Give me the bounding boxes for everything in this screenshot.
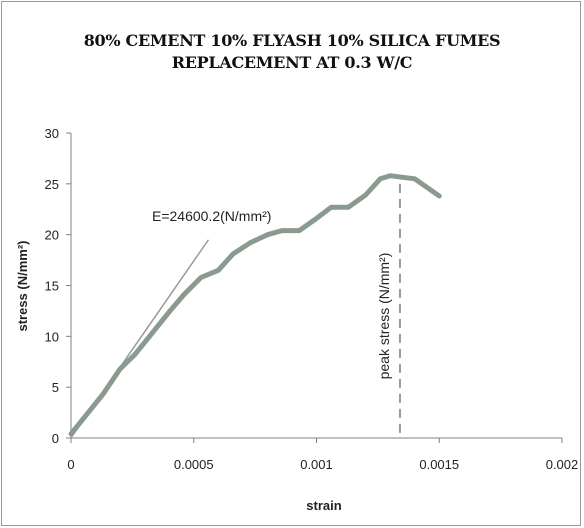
- y-axis-title: stress (N/mm²): [15, 240, 30, 331]
- chart-title-line-2: REPLACEMENT AT 0.3 W/C: [171, 53, 413, 72]
- x-axis-title: strain: [306, 498, 341, 513]
- y-tick-label: 30: [45, 126, 59, 141]
- y-tick-label: 25: [45, 177, 59, 192]
- x-tick-label: 0.0005: [174, 457, 214, 472]
- x-tick-label: 0.001: [300, 457, 333, 472]
- chart-title: 80% CEMENT 10% FLYASH 10% SILICA FUMES R…: [0, 30, 584, 74]
- y-axis-ticks: 0 5 10 15 20 25 30: [45, 126, 71, 446]
- y-tick-label: 15: [45, 279, 59, 294]
- x-tick-label: 0: [67, 457, 74, 472]
- stress-strain-series-line: [68, 173, 442, 437]
- x-axis-ticks: 0 0.0005 0.001 0.0015 0.002: [67, 438, 578, 472]
- peak-stress-label: peak stress (N/mm²): [376, 253, 392, 380]
- y-tick-label: 10: [45, 329, 59, 344]
- chart-title-line-1: 80% CEMENT 10% FLYASH 10% SILICA FUMES: [83, 31, 501, 50]
- series-layer: [68, 173, 442, 437]
- modulus-label: E=24600.2(N/mm²): [152, 208, 271, 224]
- x-tick-label: 0.0015: [419, 457, 459, 472]
- x-tick-label: 0.002: [546, 457, 579, 472]
- axes: [70, 133, 562, 439]
- annotations: E=24600.2(N/mm²) peak stress (N/mm²): [70, 176, 401, 439]
- y-tick-label: 5: [52, 380, 59, 395]
- y-tick-label: 0: [52, 431, 59, 446]
- y-tick-label: 20: [45, 228, 59, 243]
